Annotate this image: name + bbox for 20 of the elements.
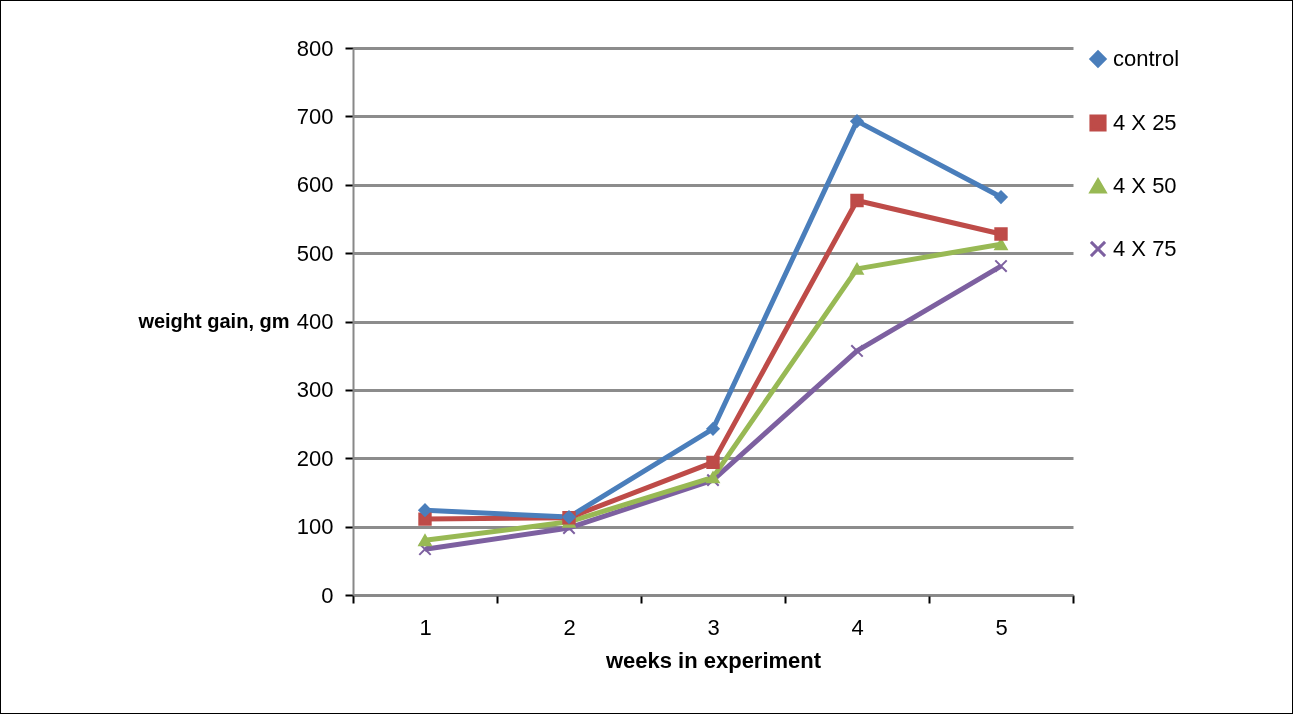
y-tick-label: 400: [296, 309, 334, 334]
x-tick-label: 4: [851, 614, 864, 640]
y-tick-label: 100: [296, 514, 334, 540]
legend-label: 4 X 50: [1113, 173, 1177, 198]
legend-label: 4 X 25: [1113, 110, 1177, 135]
x-tick-label: 1: [419, 614, 432, 640]
legend-label: 4 X 75: [1113, 236, 1177, 261]
x-tick-label: 3: [707, 614, 720, 640]
legend-label: control: [1113, 46, 1180, 71]
y-tick-label: 300: [296, 377, 334, 403]
x-axis-title: weeks in experiment: [604, 647, 822, 673]
x-tick-label: 5: [995, 614, 1008, 640]
x-tick-label: 2: [563, 614, 576, 640]
y-tick-label: 0: [321, 582, 334, 608]
y-tick-label: 200: [296, 445, 334, 471]
y-tick-label: 700: [296, 103, 334, 129]
y-axis-title: weight gain, gm: [137, 310, 290, 332]
y-tick-label: 500: [296, 240, 334, 266]
y-tick-label: 600: [296, 172, 334, 198]
y-tick-label: 800: [296, 35, 334, 61]
